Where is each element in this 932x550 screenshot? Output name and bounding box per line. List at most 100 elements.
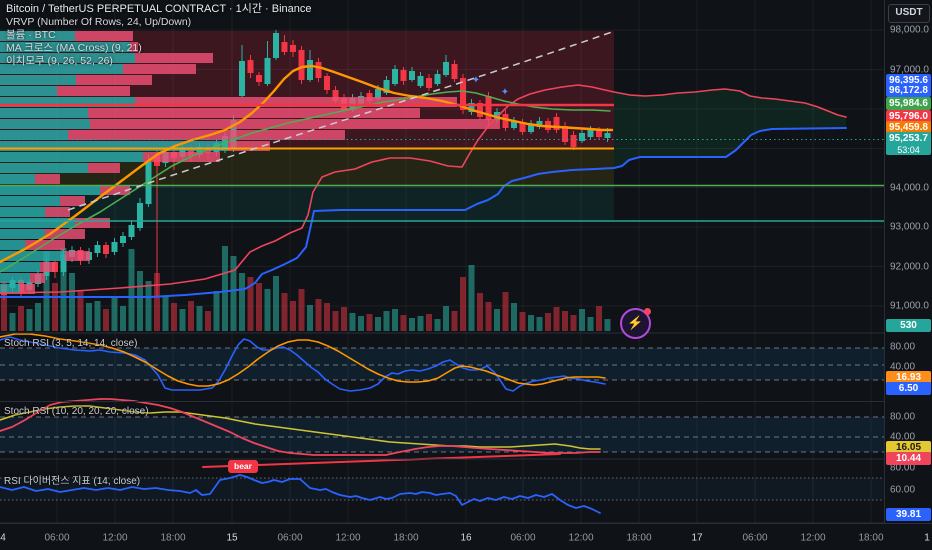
- candle-body: [409, 71, 415, 80]
- candle-body: [400, 70, 407, 81]
- vrvp-up-bar: [0, 53, 135, 63]
- candle-body: [562, 126, 568, 142]
- price-axis-label: 94,000.0: [890, 182, 929, 193]
- time-axis-label: 12:00: [102, 532, 128, 543]
- candle-body: [392, 69, 398, 84]
- vrvp-up-bar: [0, 251, 65, 261]
- time-axis[interactable]: 4 06:00 12:00 18:00 15 06:00 12:00 18:00 16 06:00…: [0, 523, 932, 550]
- pane-title-stoch-fast[interactable]: Stoch RSI (3, 5, 14, 14, close): [4, 338, 138, 349]
- symbol-title[interactable]: Bitcoin / TetherUS PERPETUAL CONTRACT · …: [6, 3, 312, 15]
- price-badge: 530: [886, 319, 931, 332]
- volume-bar: [52, 283, 58, 331]
- indicator-legend-volume[interactable]: 볼륨 · BTC: [6, 29, 56, 41]
- volume-bar: [230, 256, 237, 331]
- chart-legend[interactable]: Bitcoin / TetherUS PERPETUAL CONTRACT · …: [6, 3, 312, 68]
- volume-bar: [239, 273, 245, 331]
- ma-cross-star-icon: ✦: [501, 87, 509, 98]
- vrvp-up-bar: [0, 163, 88, 173]
- candle-body: [451, 64, 458, 79]
- ma-cross-star-icon: ✦: [472, 75, 480, 86]
- price-badge: 95,459.8: [886, 121, 931, 134]
- time-axis-label: 18:00: [160, 532, 186, 543]
- candle-body: [426, 78, 432, 88]
- volume-bar: [587, 317, 594, 331]
- vrvp-up-bar: [0, 75, 76, 85]
- vrvp-down-bar: [65, 251, 90, 261]
- vrvp-up-bar: [0, 262, 40, 272]
- volume-bar: [9, 313, 16, 331]
- vrvp-down-bar: [45, 207, 70, 217]
- volume-bar: [18, 306, 24, 331]
- vrvp-up-bar: [0, 207, 45, 217]
- candle-body: [239, 61, 245, 96]
- volume-bar: [400, 315, 407, 331]
- candle-body: [111, 242, 118, 252]
- volume-bar: [26, 309, 33, 331]
- vrvp-down-bar: [40, 262, 55, 272]
- vrvp-up-bar: [0, 119, 90, 129]
- price-axis-label: 92,000.0: [890, 261, 929, 272]
- time-axis-label: 12:00: [335, 532, 361, 543]
- vrvp-up-bar: [0, 185, 100, 195]
- price-badge: 96,395.6: [886, 74, 931, 87]
- price-badge: 95,984.6: [886, 97, 931, 110]
- pane-title-rsi-divergence[interactable]: RSI 다이버전스 지표 (14, close): [4, 476, 141, 487]
- time-axis-label: 1: [924, 532, 930, 543]
- time-axis-label: 12:00: [568, 532, 594, 543]
- indicator-legend-ma-cross[interactable]: MA 크로스 (MA Cross) (9, 21): [6, 42, 142, 54]
- candle-body: [264, 58, 271, 84]
- price-badge: 96,172.8: [886, 84, 931, 97]
- candle-body: [417, 76, 424, 86]
- volume-bar: [451, 311, 458, 331]
- volume-bar: [324, 303, 330, 331]
- vrvp-up-bar: [0, 108, 88, 118]
- volume-bar: [502, 292, 509, 331]
- volume-bar: [417, 316, 424, 331]
- candle-body: [587, 130, 594, 137]
- price-badge: 95,796.0: [886, 110, 931, 123]
- volume-bar: [86, 303, 92, 331]
- pane-title-stoch-slow[interactable]: Stoch RSI (10, 20, 20, 20, close): [4, 406, 149, 417]
- volume-bar: [103, 309, 109, 331]
- volume-bar: [290, 301, 296, 331]
- volume-bar: [341, 307, 347, 331]
- candle-body: [468, 103, 475, 112]
- volume-bar: [264, 289, 271, 331]
- indicator-legend-vrvp[interactable]: VRVP (Number Of Rows, 24, Up/Down): [6, 16, 192, 28]
- volume-bar: [596, 306, 602, 331]
- time-axis-label: 06:00: [742, 532, 768, 543]
- vrvp-down-bar: [135, 97, 457, 107]
- price-axis[interactable]: 98,000.0 97,000.0 94,000.0 93,000.0 92,000.0…: [884, 0, 932, 523]
- vrvp-up-bar: [0, 229, 45, 239]
- candle-body: [596, 130, 602, 137]
- price-badge: 39.81: [886, 508, 931, 521]
- volume-bar: [460, 277, 466, 331]
- vrvp-down-bar: [228, 141, 270, 151]
- time-axis-label: 18:00: [393, 532, 419, 543]
- vrvp-down-bar: [20, 284, 35, 294]
- vrvp-up-bar: [0, 97, 135, 107]
- candle-body: [528, 124, 534, 132]
- volume-bar: [315, 299, 322, 331]
- indicator-legend-ichimoku[interactable]: 이치모쿠 (9, 26, 52, 26): [6, 55, 113, 67]
- candle-body: [485, 96, 492, 120]
- volume-bar: [562, 311, 568, 331]
- price-axis-label: 91,000.0: [890, 300, 929, 312]
- volume-bar: [196, 306, 203, 331]
- candle-body: [570, 135, 577, 147]
- volume-bar: [443, 306, 449, 331]
- vrvp-down-bar: [135, 53, 213, 63]
- volume-bar: [307, 305, 313, 331]
- candle-body: [375, 89, 381, 99]
- boost-lightning-icon[interactable]: ⚡: [620, 308, 651, 339]
- price-badge: 6.50: [886, 382, 931, 395]
- volume-bar: [188, 301, 194, 331]
- volume-bar: [1, 281, 7, 331]
- volume-bar: [477, 293, 483, 331]
- currency-toggle-button[interactable]: USDT: [888, 4, 930, 23]
- countdown-timer: 53:04: [897, 145, 920, 155]
- price-badge: 10.44: [886, 452, 931, 465]
- vrvp-up-bar: [0, 240, 25, 250]
- vrvp-up-bar: [0, 273, 30, 283]
